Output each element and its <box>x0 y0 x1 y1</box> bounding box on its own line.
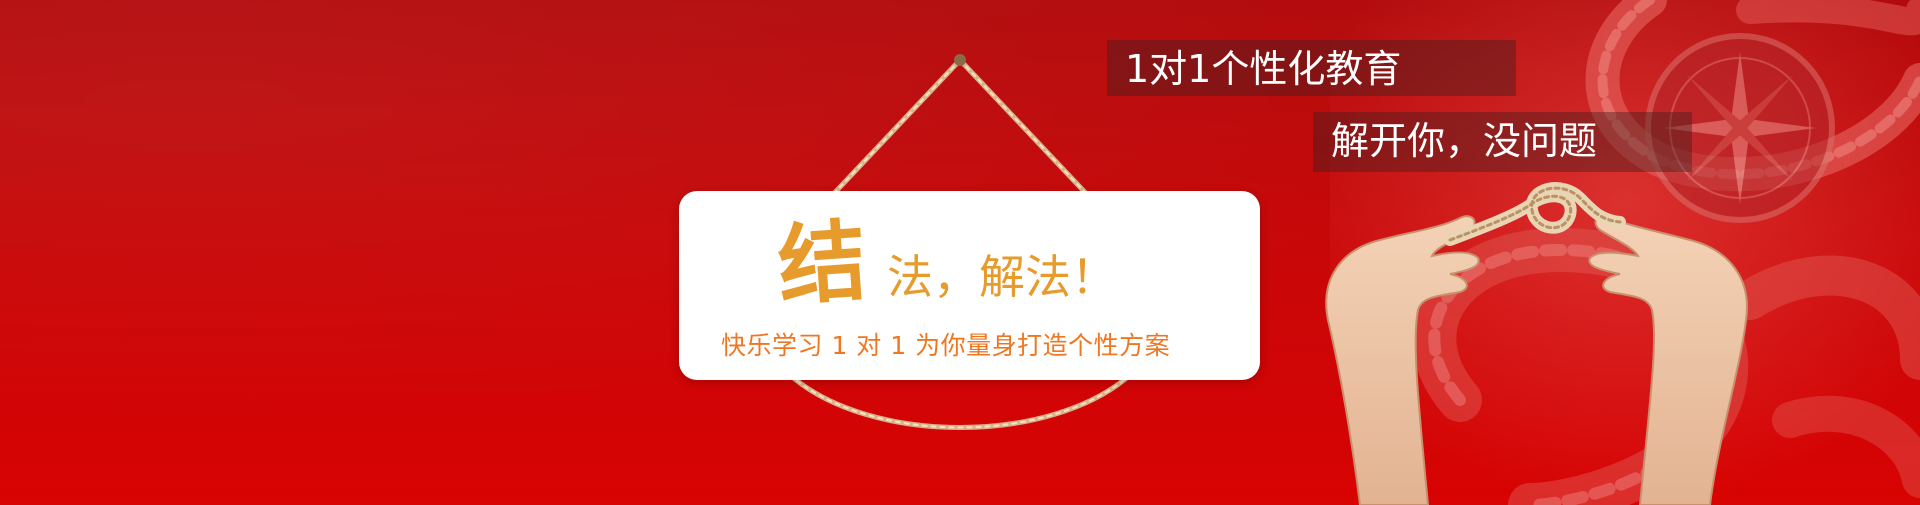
rope-nail-icon <box>954 54 966 66</box>
rope-knot-icon <box>1444 182 1626 246</box>
right-hand-icon <box>1588 215 1748 505</box>
left-hand-icon <box>1325 215 1480 505</box>
compass-icon <box>1645 33 1835 223</box>
sign-subline: 快乐学习 1 对 1 为你量身打造个性方案 <box>721 331 1171 360</box>
sign-headline-big-char: 结 <box>774 208 870 318</box>
hanging-sign: 结 法，解法！ 快乐学习 1 对 1 为你量身打造个性方案 <box>679 191 1260 380</box>
tagline-one-on-one: 1对1个性化教育 <box>1107 40 1516 96</box>
sign-headline-rest: 法，解法！ <box>887 250 1117 304</box>
hands-knot-illustration <box>1325 182 1748 505</box>
tagline-solve: 解开你，没问题 <box>1313 112 1692 172</box>
sign-headline: 结 法，解法！ <box>775 208 1209 318</box>
rope-compass-decoration <box>1330 0 1920 505</box>
